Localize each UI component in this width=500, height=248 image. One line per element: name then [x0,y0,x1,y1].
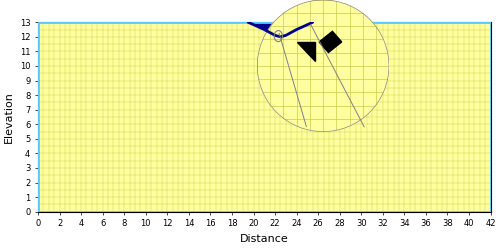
X-axis label: Distance: Distance [240,234,288,244]
Polygon shape [248,22,313,37]
Y-axis label: Elevation: Elevation [4,91,14,143]
